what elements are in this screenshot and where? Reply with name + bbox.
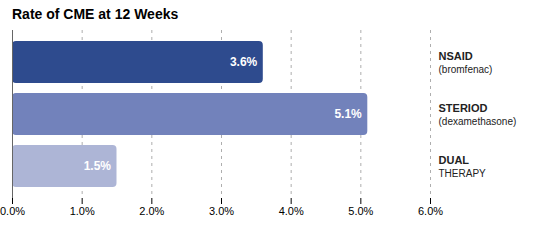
svg-text:1.5%: 1.5% <box>84 159 112 173</box>
svg-text:(bromfenac): (bromfenac) <box>439 64 493 75</box>
svg-text:5.0%: 5.0% <box>348 205 373 217</box>
html-text:Rate of CME at 12 Weeks: Rate of CME at 12 Weeks <box>12 6 179 22</box>
svg-text:(dexamethasone): (dexamethasone) <box>439 116 517 127</box>
svg-text:NSAID: NSAID <box>439 50 473 62</box>
svg-text:5.1%: 5.1% <box>334 107 362 121</box>
svg-text:1.0%: 1.0% <box>70 205 95 217</box>
svg-text:0.0%: 0.0% <box>0 205 25 217</box>
svg-text:DUAL: DUAL <box>439 154 470 166</box>
svg-text:3.6%: 3.6% <box>230 55 258 69</box>
svg-text:3.0%: 3.0% <box>209 205 234 217</box>
svg-text:6.0%: 6.0% <box>418 205 443 217</box>
svg-text:2.0%: 2.0% <box>139 205 164 217</box>
svg-text:4.0%: 4.0% <box>279 205 304 217</box>
svg-text:STERIOD: STERIOD <box>439 102 488 114</box>
svg-text:THERAPY: THERAPY <box>439 168 487 179</box>
